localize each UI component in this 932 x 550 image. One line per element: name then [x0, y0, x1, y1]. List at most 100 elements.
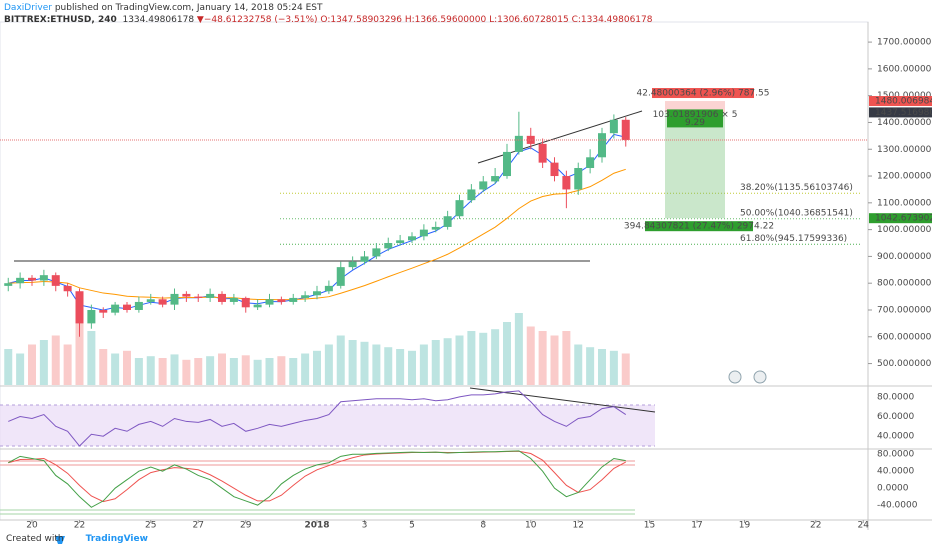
volume-bar — [384, 347, 393, 385]
volume-bar — [277, 356, 286, 385]
x-tick-label: 29 — [240, 521, 252, 531]
volume-bar — [218, 353, 226, 385]
x-tick-label: 25 — [145, 521, 156, 531]
x-tick-label: 3 — [362, 521, 368, 531]
candle-body — [75, 291, 84, 324]
stoch-tick-label: 40.0000 — [877, 467, 914, 477]
stoch-tick-label: -40.0000 — [877, 501, 918, 511]
candle-body — [455, 200, 464, 217]
volume-bar — [265, 358, 274, 385]
volume-bar — [598, 349, 606, 385]
target-label: 42.48000364 (2.96%) 787.55 — [637, 89, 770, 99]
created-with: Created with — [6, 534, 64, 544]
volume-bar — [63, 344, 72, 385]
high: H:1366.59600000 — [404, 15, 487, 25]
stoch-k-line — [8, 450, 626, 508]
price-badge-label: 1437.51698084 — [875, 108, 932, 118]
y-tick-label: 1600.00000000 — [877, 64, 932, 74]
arrow: ▼ — [196, 15, 204, 25]
volume-bar — [28, 344, 36, 385]
candle-body — [28, 277, 36, 281]
volume-bar — [586, 347, 595, 385]
label-bg — [652, 88, 754, 99]
y-tick-label: 1200.00000000 — [877, 172, 932, 182]
volume-bar — [182, 359, 191, 385]
volume-bar — [253, 359, 262, 385]
candle-body — [39, 275, 48, 281]
x-tick-label: 5 — [409, 521, 415, 531]
candle-body — [289, 297, 298, 302]
candle-body — [229, 297, 238, 302]
volume-bar — [419, 344, 428, 385]
candle-body — [586, 157, 595, 169]
candle-body — [111, 304, 120, 313]
volume-bar — [348, 340, 357, 385]
volume-bar — [158, 358, 167, 385]
volume-bar — [324, 344, 333, 385]
x-tick-label: 12 — [573, 521, 584, 531]
candle-body — [194, 296, 203, 298]
event-icon[interactable] — [728, 370, 742, 384]
ratio-label: 9.29 — [685, 118, 705, 128]
candle-body — [360, 256, 369, 262]
volume-bar — [51, 335, 60, 385]
volume-bar — [431, 340, 440, 385]
volume-bar — [408, 350, 416, 385]
volume-bar — [313, 350, 321, 385]
candle-body — [574, 168, 583, 190]
x-tick-label: 20 — [26, 521, 38, 531]
candle-body — [63, 285, 72, 292]
y-tick-label: 900.00000000 — [877, 252, 932, 262]
x-tick-label: 10 — [525, 521, 537, 531]
candle-body — [550, 162, 559, 177]
open: O:1347.58903296 — [320, 15, 402, 25]
y-tick-label: 500.00000000 — [877, 359, 932, 369]
rsi-band — [0, 405, 655, 446]
candle-body — [479, 181, 488, 190]
x-tick-label: 27 — [193, 521, 204, 531]
candle-body — [514, 135, 523, 152]
volume-bar — [455, 335, 464, 385]
stoch-tick-label: 80.0000 — [877, 450, 914, 460]
x-tick-label: 24 — [858, 521, 870, 531]
stop-label: 394.84307821 (27.47%) 2974.22 — [624, 222, 774, 232]
candle-body — [443, 216, 452, 227]
candle-body — [313, 291, 321, 296]
stoch-tick-label: 0.0000 — [877, 484, 909, 494]
change: −48.61232758 (−3.51%) — [203, 15, 318, 25]
candle-body — [396, 240, 405, 244]
label-bg — [667, 109, 723, 128]
candle-body — [491, 176, 500, 182]
candle-body — [419, 229, 428, 237]
volume-bar — [396, 349, 405, 385]
target-zone — [665, 101, 725, 113]
volume-bar — [336, 335, 345, 385]
fib-label: 38.20%(1135.56103746) — [740, 183, 853, 193]
volume-bar — [550, 335, 559, 385]
volume-bar — [562, 331, 571, 385]
brand[interactable]: TradingView — [85, 534, 148, 544]
candle-body — [123, 304, 131, 310]
header: DaxiDriver published on TradingView.com,… — [4, 2, 652, 26]
candle-body — [16, 277, 25, 284]
volume-bar — [39, 340, 48, 385]
volume-bar — [194, 358, 203, 385]
candle-body — [609, 119, 618, 134]
last-price: 1334.49806178 — [122, 15, 195, 25]
volume-bar — [479, 332, 488, 385]
y-tick-label: 700.00000000 — [877, 305, 932, 315]
candle-body — [336, 267, 345, 286]
candle-body — [467, 189, 476, 201]
candle-body — [4, 283, 13, 286]
rsi-tick-label: 80.0000 — [877, 392, 914, 402]
rsi-tick-label: 40.0000 — [877, 432, 914, 442]
author[interactable]: DaxiDriver — [4, 3, 52, 13]
volume-bar — [123, 350, 131, 385]
event-icon[interactable] — [753, 370, 767, 384]
stop-zone — [665, 112, 725, 219]
candle-body — [241, 297, 250, 308]
price-badge-label: 1042.67390263 — [875, 214, 932, 224]
volume-bar — [609, 350, 618, 385]
candle-body — [431, 226, 440, 230]
